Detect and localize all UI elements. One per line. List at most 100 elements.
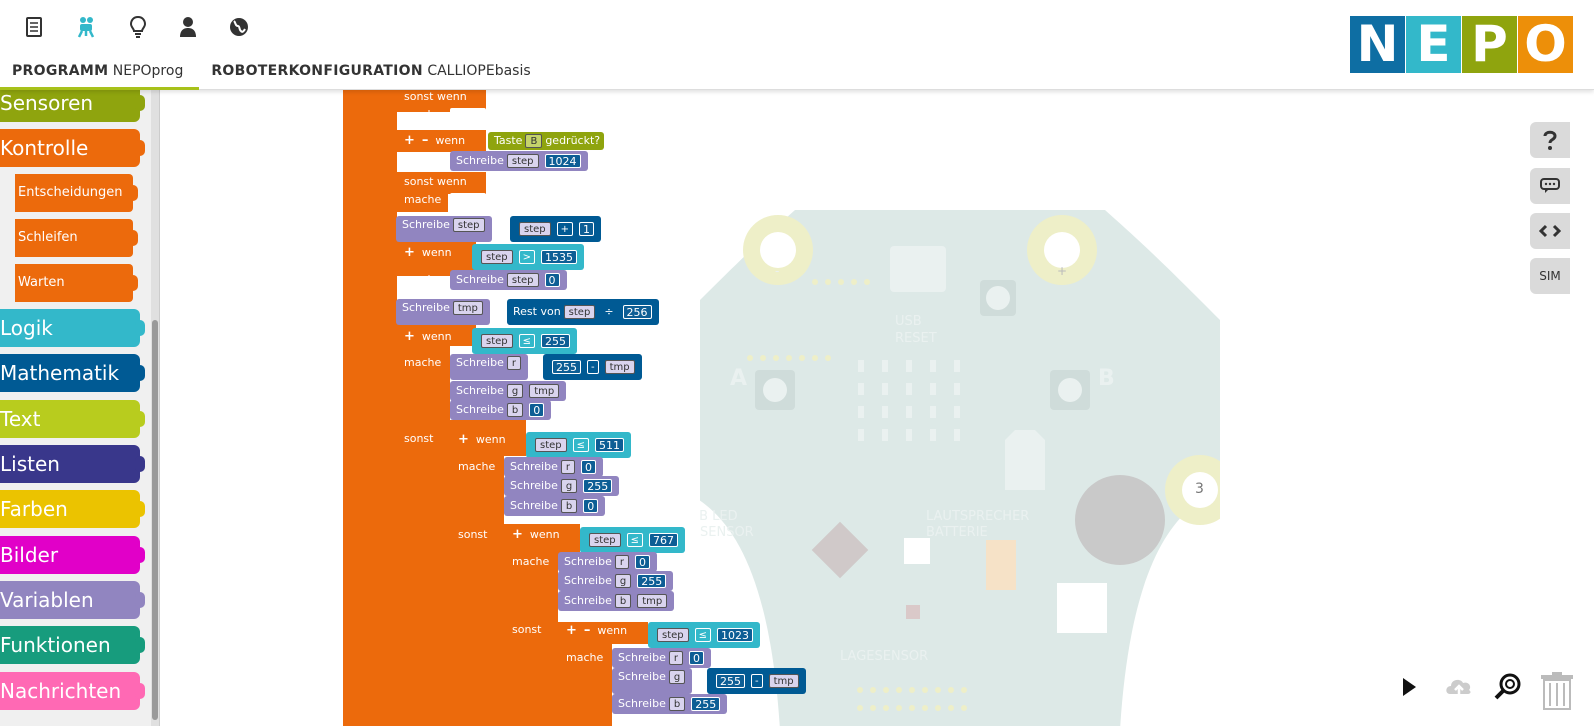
op-le-dropdown[interactable]: ≤ (518, 334, 536, 348)
var-dropdown-r[interactable]: r (560, 460, 575, 474)
assign-r-block[interactable]: Schreibe r 0 (558, 552, 657, 572)
category-kontrolle[interactable]: Kontrolle (0, 129, 145, 167)
assign-r-block[interactable]: Schreibe r 0 (612, 648, 711, 668)
math-subtract-block[interactable]: 255 - tmp (543, 354, 642, 380)
wenn-taste-row[interactable] (396, 130, 486, 152)
category-entscheidungen[interactable]: Entscheidungen (15, 174, 138, 212)
var-step-ref[interactable]: step (519, 222, 551, 236)
assign-step-block[interactable]: Schreibe step 1024 (450, 151, 588, 171)
assign-r-block[interactable]: Schreibe r 0 (504, 457, 603, 477)
op-gt-dropdown[interactable]: > (518, 250, 536, 264)
if-body-column[interactable] (396, 346, 450, 726)
var-step-ref[interactable]: step (481, 334, 513, 348)
cloud-upload-icon[interactable] (1442, 670, 1476, 704)
plus-icon[interactable]: + (404, 133, 415, 148)
outer-loop-block[interactable] (343, 90, 397, 726)
number-1[interactable]: 1 (579, 222, 595, 236)
number-0[interactable]: 0 (529, 403, 545, 417)
var-tmp-ref[interactable]: tmp (637, 594, 668, 608)
help-button[interactable] (1530, 122, 1570, 158)
assign-step-inc-block[interactable]: Schreibe step (396, 216, 492, 242)
var-dropdown-r[interactable]: r (668, 651, 683, 665)
nested-if-column-2[interactable] (504, 560, 558, 726)
sonst-wenn-row-1[interactable] (396, 90, 486, 112)
minus-icon[interactable]: – (421, 133, 429, 148)
op-plus-dropdown[interactable]: + (556, 222, 574, 236)
plus-icon[interactable]: + (458, 432, 469, 447)
var-dropdown-b[interactable]: b (560, 499, 578, 513)
logic-compare-le-511-block[interactable]: step ≤ 511 (526, 432, 632, 458)
workspace[interactable]: USB RESET A B RGB LED SENSOR LAUTSPRECHE… (160, 90, 1594, 726)
robot-icon[interactable] (73, 14, 99, 40)
minus-icon[interactable]: – (583, 623, 591, 638)
var-step-ref[interactable]: step (589, 533, 621, 547)
assign-b-block[interactable]: Schreibe b 0 (504, 496, 606, 516)
number-255[interactable]: 255 (716, 674, 745, 688)
category-bilder[interactable]: Bilder (0, 536, 145, 574)
var-tmp-ref[interactable]: tmp (604, 360, 635, 374)
number-255[interactable]: 255 (541, 334, 571, 348)
category-nachrichten[interactable]: Nachrichten (0, 672, 145, 710)
number-767[interactable]: 767 (649, 533, 679, 547)
var-dropdown-r[interactable]: r (614, 555, 629, 569)
assign-tmp-block[interactable]: Schreibe tmp (396, 299, 490, 325)
logic-compare-gt-block[interactable]: step > 1535 (472, 244, 585, 270)
assign-b-block[interactable]: Schreibe b tmp (558, 591, 675, 611)
lightbulb-icon[interactable] (125, 14, 151, 40)
var-dropdown-g[interactable]: g (614, 574, 632, 588)
wenn-le-1023-row[interactable] (558, 622, 648, 644)
mache-row-2[interactable] (396, 194, 448, 212)
comment-button[interactable] (1530, 168, 1570, 204)
code-button[interactable] (1530, 213, 1570, 249)
tab-program[interactable]: PROGRAMM NEPOprog (0, 58, 200, 90)
var-dropdown-g[interactable]: g (668, 670, 686, 684)
zoom-icon[interactable] (1491, 670, 1525, 704)
op-le-dropdown[interactable]: ≤ (694, 628, 712, 642)
sim-button[interactable]: SIM (1530, 258, 1570, 294)
assign-b-block[interactable]: Schreibe b 255 (612, 694, 728, 714)
category-warten[interactable]: Warten (15, 264, 138, 302)
var-dropdown-g[interactable]: g (560, 479, 578, 493)
number-0[interactable]: 0 (580, 460, 596, 474)
category-schleifen[interactable]: Schleifen (15, 219, 138, 257)
var-step-ref[interactable]: step (481, 250, 513, 264)
taste-dropdown[interactable]: B (525, 134, 543, 148)
tab-robot-config[interactable]: ROBOTERKONFIGURATION CALLIOPEbasis (199, 58, 546, 90)
number-256[interactable]: 256 (622, 305, 652, 319)
wenn-le-255-row[interactable] (396, 324, 476, 346)
assign-g-block[interactable]: Schreibe g (612, 668, 693, 694)
category-funktionen[interactable]: Funktionen (0, 626, 145, 664)
math-subtract-block[interactable]: 255 - tmp (707, 668, 806, 694)
number-255[interactable]: 255 (637, 574, 667, 588)
category-farben[interactable]: Farben (0, 490, 145, 528)
assign-g-block[interactable]: Schreibe g 255 (558, 571, 674, 591)
sonst-wenn-row-2[interactable] (396, 172, 486, 194)
number-1535[interactable]: 1535 (541, 250, 578, 264)
nested-if-column-3[interactable] (558, 644, 612, 726)
plus-icon[interactable]: + (566, 623, 577, 638)
category-text[interactable]: Text (0, 400, 145, 438)
play-icon[interactable] (1392, 670, 1426, 704)
document-icon[interactable] (21, 14, 47, 40)
number-255[interactable]: 255 (552, 360, 581, 374)
wenn-le-511-row[interactable] (450, 420, 526, 456)
var-dropdown-tmp[interactable]: tmp (452, 301, 483, 315)
op-le-dropdown[interactable]: ≤ (626, 533, 644, 547)
assign-g-block[interactable]: Schreibe g 255 (504, 476, 620, 496)
var-dropdown-b[interactable]: b (506, 403, 524, 417)
number-1023[interactable]: 1023 (717, 628, 754, 642)
empty-slot[interactable] (450, 193, 486, 207)
category-sensoren[interactable]: Sensoren (0, 84, 145, 122)
var-dropdown-b[interactable]: b (614, 594, 632, 608)
number-0[interactable]: 0 (634, 555, 650, 569)
var-dropdown-r[interactable]: r (506, 356, 521, 370)
assign-g-block[interactable]: Schreibe g tmp (450, 381, 567, 401)
user-icon[interactable] (175, 14, 201, 40)
math-modulo-block[interactable]: Rest von step ÷ 256 (507, 299, 659, 325)
var-dropdown-step[interactable]: step (452, 218, 485, 232)
assign-r-block[interactable]: Schreibe r (450, 354, 528, 380)
var-dropdown-step[interactable]: step (506, 154, 539, 168)
logic-compare-le-255-block[interactable]: step ≤ 255 (472, 328, 578, 354)
number-0[interactable]: 0 (544, 273, 560, 287)
var-tmp-ref[interactable]: tmp (529, 384, 560, 398)
